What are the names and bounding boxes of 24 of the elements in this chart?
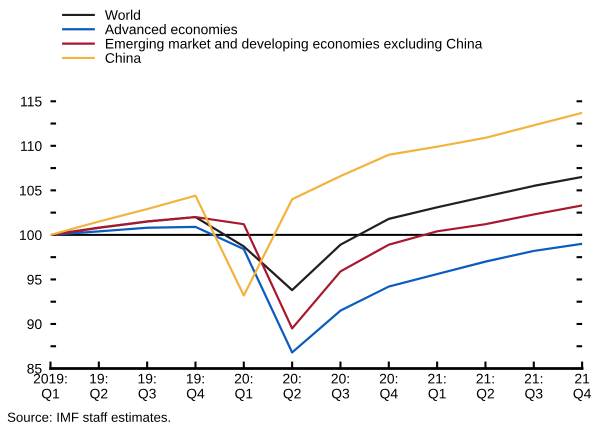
x-tick-label: 20: Q3 (332, 374, 350, 402)
x-tick-label: 20: Q4 (380, 374, 398, 402)
source-note: Source: IMF staff estimates. (8, 412, 170, 422)
x-tick-label: 20: Q2 (283, 374, 301, 402)
y-tick-label: 100 (20, 230, 42, 240)
y-tick-label: 105 (20, 186, 42, 196)
x-tick-label: 2019: Q1 (34, 374, 67, 402)
x-tick-label: 19: Q2 (90, 374, 108, 402)
x-tick-label: 21: Q2 (476, 374, 494, 402)
x-tick-label: 21: Q3 (524, 374, 542, 402)
y-tick-label: 115 (21, 96, 42, 106)
y-tick-label: 110 (21, 141, 42, 151)
y-tick-label: 95 (27, 274, 42, 285)
x-tick-label: 20: Q1 (234, 374, 252, 402)
legend-label: China (106, 52, 142, 63)
x-tick-label: 19: Q3 (138, 374, 156, 402)
x-tick-label: 21 Q4 (574, 374, 591, 402)
legend-label: Advanced economies (104, 24, 238, 34)
y-tick-label: 85 (27, 364, 42, 374)
x-tick-label: 19: Q4 (186, 374, 204, 402)
x-tick-label: 21: Q1 (428, 374, 446, 402)
legend-label: Emerging market and developing economies excluding China (106, 38, 482, 52)
legend-label: World (104, 10, 140, 20)
y-tick-label: 90 (27, 319, 42, 330)
